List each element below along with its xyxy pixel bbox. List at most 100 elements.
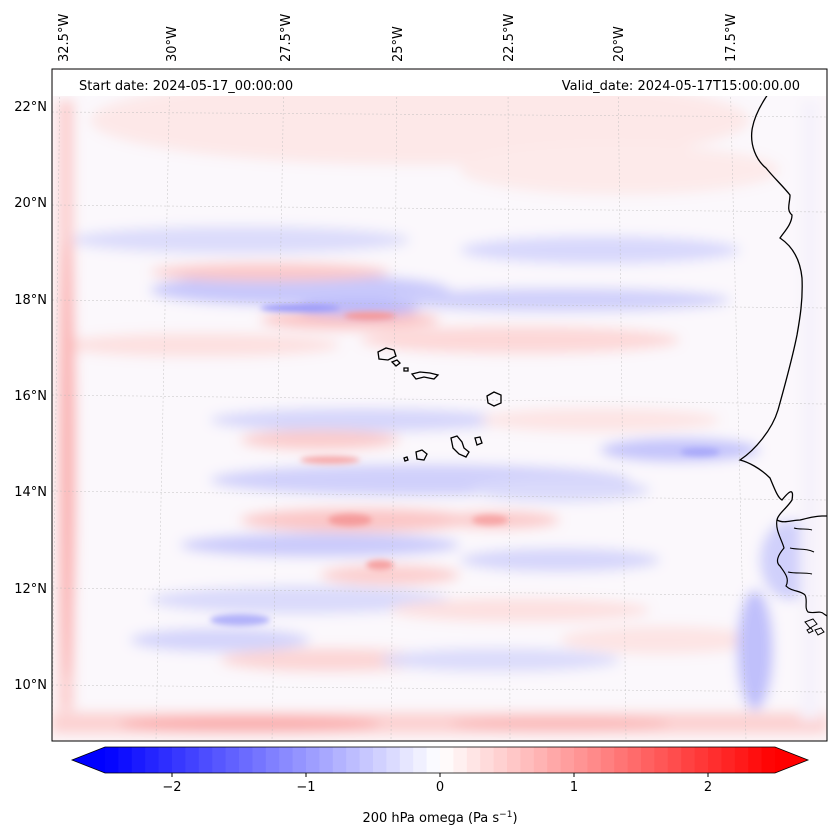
colorbar-cell — [614, 747, 629, 773]
colorbar-extend-min — [72, 747, 105, 773]
colorbar-tick-label: 1 — [570, 780, 578, 795]
map-frame — [51, 68, 828, 742]
island-boa-vista — [486, 391, 502, 407]
colorbar-cell — [373, 747, 387, 773]
colorbar-cell — [306, 747, 320, 773]
gridlines — [52, 69, 827, 741]
colorbar-cell — [641, 747, 655, 773]
colorbar-cell — [520, 747, 535, 773]
colorbar-cell — [118, 747, 133, 773]
island-sao-nicolau — [410, 371, 440, 380]
colorbar-cell — [574, 747, 588, 773]
colorbar-cell — [466, 747, 481, 773]
lon-label: 27.5°W — [279, 14, 294, 62]
colorbar-outline — [70, 746, 810, 774]
colorbar-tick-label: −2 — [162, 780, 181, 795]
start-date-label: Start date: 2024-05-17_00:00:00 — [79, 79, 293, 94]
colorbar-cell — [533, 747, 548, 773]
colorbar-cell — [681, 747, 696, 773]
lat-label: 16°N — [14, 389, 47, 404]
colorbar-cell — [319, 747, 334, 773]
colorbar-cell — [426, 747, 441, 773]
omega-field — [52, 69, 827, 741]
colorbar-cell — [279, 747, 294, 773]
colorbar-cell — [145, 747, 160, 773]
lon-label: 32.5°W — [57, 14, 72, 62]
lat-label: 10°N — [14, 678, 47, 693]
colorbar-cell — [507, 747, 521, 773]
colorbar-cell — [292, 747, 307, 773]
colorbar-cell — [493, 747, 508, 773]
colorbar-cell — [239, 747, 253, 773]
colorbar-cell — [359, 747, 374, 773]
colorbar-cell — [265, 747, 280, 773]
colorbar-label: 200 hPa omega (Pa s−1) — [362, 810, 517, 826]
colorbar-cell — [440, 747, 454, 773]
colorbar-cell — [172, 747, 186, 773]
bijagos-islands — [804, 618, 825, 636]
lon-label: 22.5°W — [502, 14, 517, 62]
colorbar-cells — [72, 747, 808, 773]
colorbar-cell — [131, 747, 146, 773]
colorbar-cell — [332, 747, 347, 773]
colorbar-cell — [587, 747, 602, 773]
lon-label: 25°W — [391, 26, 406, 62]
colorbar-cell — [198, 747, 213, 773]
colorbar-cell — [560, 747, 575, 773]
lat-label: 12°N — [14, 582, 47, 597]
omega-streaks — [210, 304, 720, 626]
island-fogo — [415, 449, 428, 461]
colorbar-cell — [667, 747, 682, 773]
colorbar-cell — [399, 747, 414, 773]
cape-verde-islands — [377, 347, 502, 462]
island-maio — [474, 436, 483, 446]
lat-label: 20°N — [14, 196, 47, 211]
senegambia-coast — [776, 519, 827, 617]
colorbar-extend-max — [775, 747, 808, 773]
river-mouths — [787, 527, 815, 575]
colorbar-cell — [654, 747, 669, 773]
island-brava — [403, 456, 409, 462]
colorbar-tick-label: 2 — [704, 780, 712, 795]
colorbar-cell — [721, 747, 736, 773]
island-santiago — [450, 435, 470, 458]
colorbar-cell — [761, 747, 776, 773]
colorbar-cell — [600, 747, 615, 773]
colorbar-cell — [386, 747, 401, 773]
colorbar-cell — [627, 747, 642, 773]
colorbar-tick-label: 0 — [436, 780, 444, 795]
lat-label: 14°N — [14, 485, 47, 500]
island-santo-antao — [377, 347, 397, 361]
colorbar-cell — [694, 747, 709, 773]
colorbar-cell — [734, 747, 749, 773]
colorbar-cell — [346, 747, 361, 773]
colorbar-cell — [225, 747, 240, 773]
lon-label: 17.5°W — [724, 14, 739, 62]
island-santa-luzia — [403, 367, 409, 372]
colorbar-cell — [212, 747, 227, 773]
colorbar: −2 −1 0 1 2 200 hPa omega (Pa s−1) — [70, 746, 810, 826]
island-sao-vicente — [390, 359, 401, 367]
lon-label: 20°W — [612, 26, 627, 62]
lat-label: 22°N — [14, 100, 47, 115]
header-box — [53, 70, 826, 96]
africa-coastline — [738, 71, 827, 523]
colorbar-cell — [105, 747, 119, 773]
lat-label: 18°N — [14, 293, 47, 308]
colorbar-cell — [708, 747, 722, 773]
map-panel: Start date: 2024-05-17_00:00:00 Valid_da… — [51, 68, 828, 742]
colorbar-cell — [748, 747, 763, 773]
colorbar-ticks: −2 −1 0 1 2 — [162, 773, 712, 795]
colorbar-cell — [453, 747, 468, 773]
colorbar-cell — [158, 747, 173, 773]
lon-label: 30°W — [165, 26, 180, 62]
latitude-labels: 22°N 20°N 18°N 16°N 14°N 12°N 10°N — [14, 100, 47, 693]
valid-date-label: Valid_date: 2024-05-17T15:00:00.00 — [562, 79, 800, 94]
colorbar-cell — [252, 747, 267, 773]
longitude-labels: 32.5°W 30°W 27.5°W 25°W 22.5°W 20°W 17.5… — [57, 14, 739, 62]
colorbar-cell — [185, 747, 200, 773]
colorbar-cell — [547, 747, 562, 773]
colorbar-cell — [480, 747, 495, 773]
colorbar-tick-label: −1 — [296, 780, 315, 795]
